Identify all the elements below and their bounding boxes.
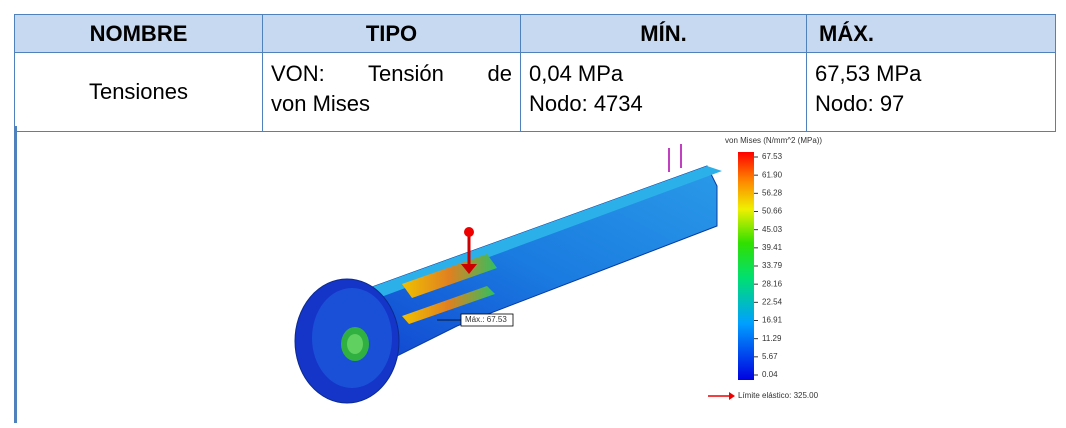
header-cell: TIPO: [263, 15, 521, 53]
legend-label: 28.16: [762, 279, 783, 288]
legend-label: 0.04: [762, 370, 778, 379]
max-label: Máx.: 67.53: [465, 315, 507, 324]
page: {"table": {"header": ["NOMBRE", "TIPO", …: [0, 0, 1066, 423]
cell-text: von Mises: [271, 89, 512, 119]
header-cell: NOMBRE: [15, 15, 263, 53]
legend-label: 67.53: [762, 152, 783, 161]
stress-plot: Máx.: 67.53 von Mises (N/mm^2 (MPa)) 67.…: [17, 126, 1055, 423]
legend: von Mises (N/mm^2 (MPa)) 67.53 61.90 56.28…: [725, 136, 822, 380]
cell-text: Tensiones: [23, 77, 254, 107]
legend-label: 22.54: [762, 297, 783, 306]
cell-text: 67,53 MPa: [815, 59, 1047, 89]
legend-label: 16.91: [762, 316, 783, 325]
legend-label: 33.79: [762, 261, 783, 270]
cell-text: Nodo: 4734: [529, 89, 798, 119]
legend-label: 11.29: [762, 334, 782, 343]
legend-label: 5.67: [762, 352, 778, 361]
legend-label: 61.90: [762, 170, 783, 179]
cell: Tensiones: [15, 53, 263, 132]
header-cell: MÍN.: [521, 15, 807, 53]
color-bar: [738, 152, 754, 380]
cell-text: 0,04 MPa: [529, 59, 798, 89]
yield-label: Límite elástico: 325.00: [738, 391, 819, 400]
figure: Máx.: 67.53 von Mises (N/mm^2 (MPa)) 67.…: [14, 126, 1058, 423]
legend-label: 39.41: [762, 243, 783, 252]
part: Máx.: 67.53: [295, 144, 722, 403]
cell-text: Nodo: 97: [815, 89, 1047, 119]
header-cell: MÁX.: [807, 15, 1056, 53]
legend-label: 50.66: [762, 207, 783, 216]
results-table: NOMBRE TIPO MÍN. MÁX. Tensiones VON: Ten…: [14, 14, 1056, 132]
header-row: NOMBRE TIPO MÍN. MÁX.: [15, 15, 1056, 53]
legend-label: 45.03: [762, 225, 783, 234]
cell-text: VON: Tensión de: [271, 59, 512, 89]
legend-label: 56.28: [762, 188, 783, 197]
legend-title: von Mises (N/mm^2 (MPa)): [725, 136, 822, 145]
document: NOMBRE TIPO MÍN. MÁX. Tensiones VON: Ten…: [14, 14, 1055, 423]
